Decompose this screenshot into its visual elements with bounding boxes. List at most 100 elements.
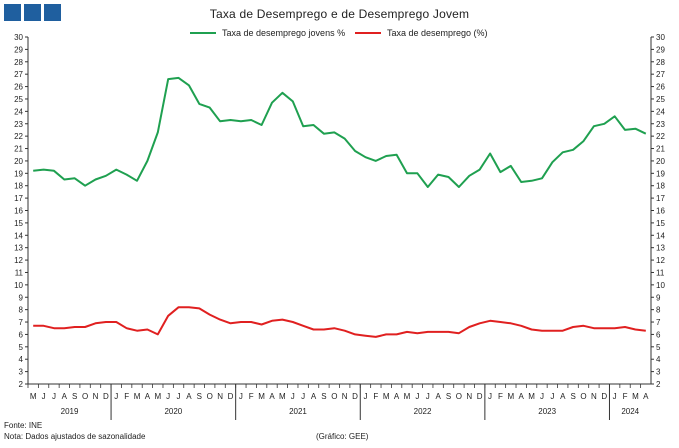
- x-year-label: 2021: [289, 407, 307, 416]
- y-tick-label-left: 30: [14, 33, 23, 42]
- x-month-label: O: [580, 392, 586, 401]
- x-month-label: O: [331, 392, 337, 401]
- y-tick-label-left: 27: [14, 70, 23, 79]
- x-month-label: J: [363, 392, 367, 401]
- footnote-source: Fonte: INE: [4, 421, 43, 430]
- x-month-label: N: [342, 392, 348, 401]
- logo-block: [44, 4, 61, 21]
- legend-swatch-youth: [190, 32, 216, 34]
- x-month-label: M: [134, 392, 141, 401]
- x-month-label: A: [311, 392, 317, 401]
- x-year-label: 2024: [621, 407, 639, 416]
- footnote-note: Nota: Dados ajustados de sazonalidade: [4, 432, 146, 441]
- x-month-label: N: [466, 392, 472, 401]
- x-month-label: M: [528, 392, 535, 401]
- legend-label-youth: Taxa de desemprego jovens %: [222, 28, 346, 38]
- x-month-label: O: [207, 392, 213, 401]
- x-month-label: A: [394, 392, 400, 401]
- y-tick-label-left: 7: [19, 318, 24, 327]
- x-month-label: M: [279, 392, 286, 401]
- x-month-label: M: [383, 392, 390, 401]
- x-month-label: J: [301, 392, 305, 401]
- y-tick-label-right: 25: [656, 95, 665, 104]
- y-tick-label-right: 27: [656, 70, 665, 79]
- x-month-label: M: [507, 392, 514, 401]
- y-tick-label-left: 20: [14, 157, 23, 166]
- x-month-label: S: [570, 392, 575, 401]
- y-tick-label-left: 23: [14, 120, 23, 129]
- x-month-label: A: [560, 392, 566, 401]
- y-tick-label-left: 29: [14, 45, 23, 54]
- x-year-label: 2023: [538, 407, 556, 416]
- y-tick-label-left: 11: [15, 268, 24, 277]
- y-tick-label-right: 29: [656, 45, 665, 54]
- x-month-label: M: [30, 392, 37, 401]
- y-tick-label-right: 13: [656, 244, 665, 253]
- x-month-label: F: [249, 392, 254, 401]
- x-month-label: J: [415, 392, 419, 401]
- x-month-label: M: [632, 392, 639, 401]
- y-tick-label-left: 3: [19, 368, 24, 377]
- y-tick-label-right: 28: [656, 58, 665, 67]
- y-tick-label-left: 9: [19, 293, 24, 302]
- y-tick-label-left: 15: [14, 219, 23, 228]
- y-tick-label-left: 4: [19, 355, 24, 364]
- x-month-label: J: [550, 392, 554, 401]
- x-month-label: J: [426, 392, 430, 401]
- x-month-label: A: [186, 392, 192, 401]
- logo-block: [4, 4, 21, 21]
- y-tick-label-right: 14: [656, 231, 665, 240]
- y-tick-label-right: 5: [656, 343, 661, 352]
- x-month-label: J: [52, 392, 56, 401]
- legend-item-total: Taxa de desemprego (%): [355, 28, 488, 38]
- y-tick-label-left: 8: [19, 306, 24, 315]
- y-tick-label-left: 6: [19, 330, 24, 339]
- chart-legend: Taxa de desemprego jovens % Taxa de dese…: [0, 28, 679, 42]
- x-month-label: O: [82, 392, 88, 401]
- y-tick-label-left: 24: [14, 107, 23, 116]
- y-tick-label-right: 8: [656, 306, 661, 315]
- y-tick-label-left: 2: [19, 380, 24, 389]
- x-month-label: A: [62, 392, 68, 401]
- x-month-label: N: [93, 392, 99, 401]
- x-month-label: M: [404, 392, 411, 401]
- footnote-credit: (Gráfico: GEE): [316, 432, 369, 441]
- y-tick-label-right: 17: [656, 194, 665, 203]
- y-tick-label-left: 25: [14, 95, 23, 104]
- x-year-label: 2020: [164, 407, 182, 416]
- logo-block: [24, 4, 41, 21]
- y-tick-label-right: 30: [656, 33, 665, 42]
- y-tick-label-left: 19: [14, 169, 23, 178]
- y-tick-label-left: 13: [14, 244, 23, 253]
- x-month-label: D: [477, 392, 483, 401]
- y-tick-label-right: 21: [656, 145, 665, 154]
- x-month-label: S: [321, 392, 326, 401]
- y-tick-label-right: 11: [656, 268, 665, 277]
- y-tick-label-left: 16: [14, 207, 23, 216]
- x-month-label: M: [258, 392, 265, 401]
- x-month-label: F: [498, 392, 503, 401]
- x-year-label: 2019: [61, 407, 79, 416]
- y-tick-label-right: 18: [656, 182, 665, 191]
- x-month-label: N: [217, 392, 223, 401]
- x-month-label: J: [488, 392, 492, 401]
- x-month-label: A: [435, 392, 441, 401]
- x-month-label: J: [239, 392, 243, 401]
- y-tick-label-left: 12: [14, 256, 23, 265]
- y-tick-label-right: 10: [656, 281, 665, 290]
- y-tick-label-left: 28: [14, 58, 23, 67]
- x-month-label: S: [446, 392, 451, 401]
- y-tick-label-left: 5: [19, 343, 24, 352]
- x-month-label: D: [103, 392, 109, 401]
- legend-swatch-total: [355, 32, 381, 34]
- y-tick-label-right: 4: [656, 355, 661, 364]
- x-month-label: J: [177, 392, 181, 401]
- x-month-label: A: [145, 392, 151, 401]
- x-month-label: S: [72, 392, 77, 401]
- y-tick-label-right: 20: [656, 157, 665, 166]
- y-tick-label-left: 10: [14, 281, 23, 290]
- x-month-label: N: [591, 392, 597, 401]
- x-month-label: A: [519, 392, 525, 401]
- y-tick-label-right: 26: [656, 83, 665, 92]
